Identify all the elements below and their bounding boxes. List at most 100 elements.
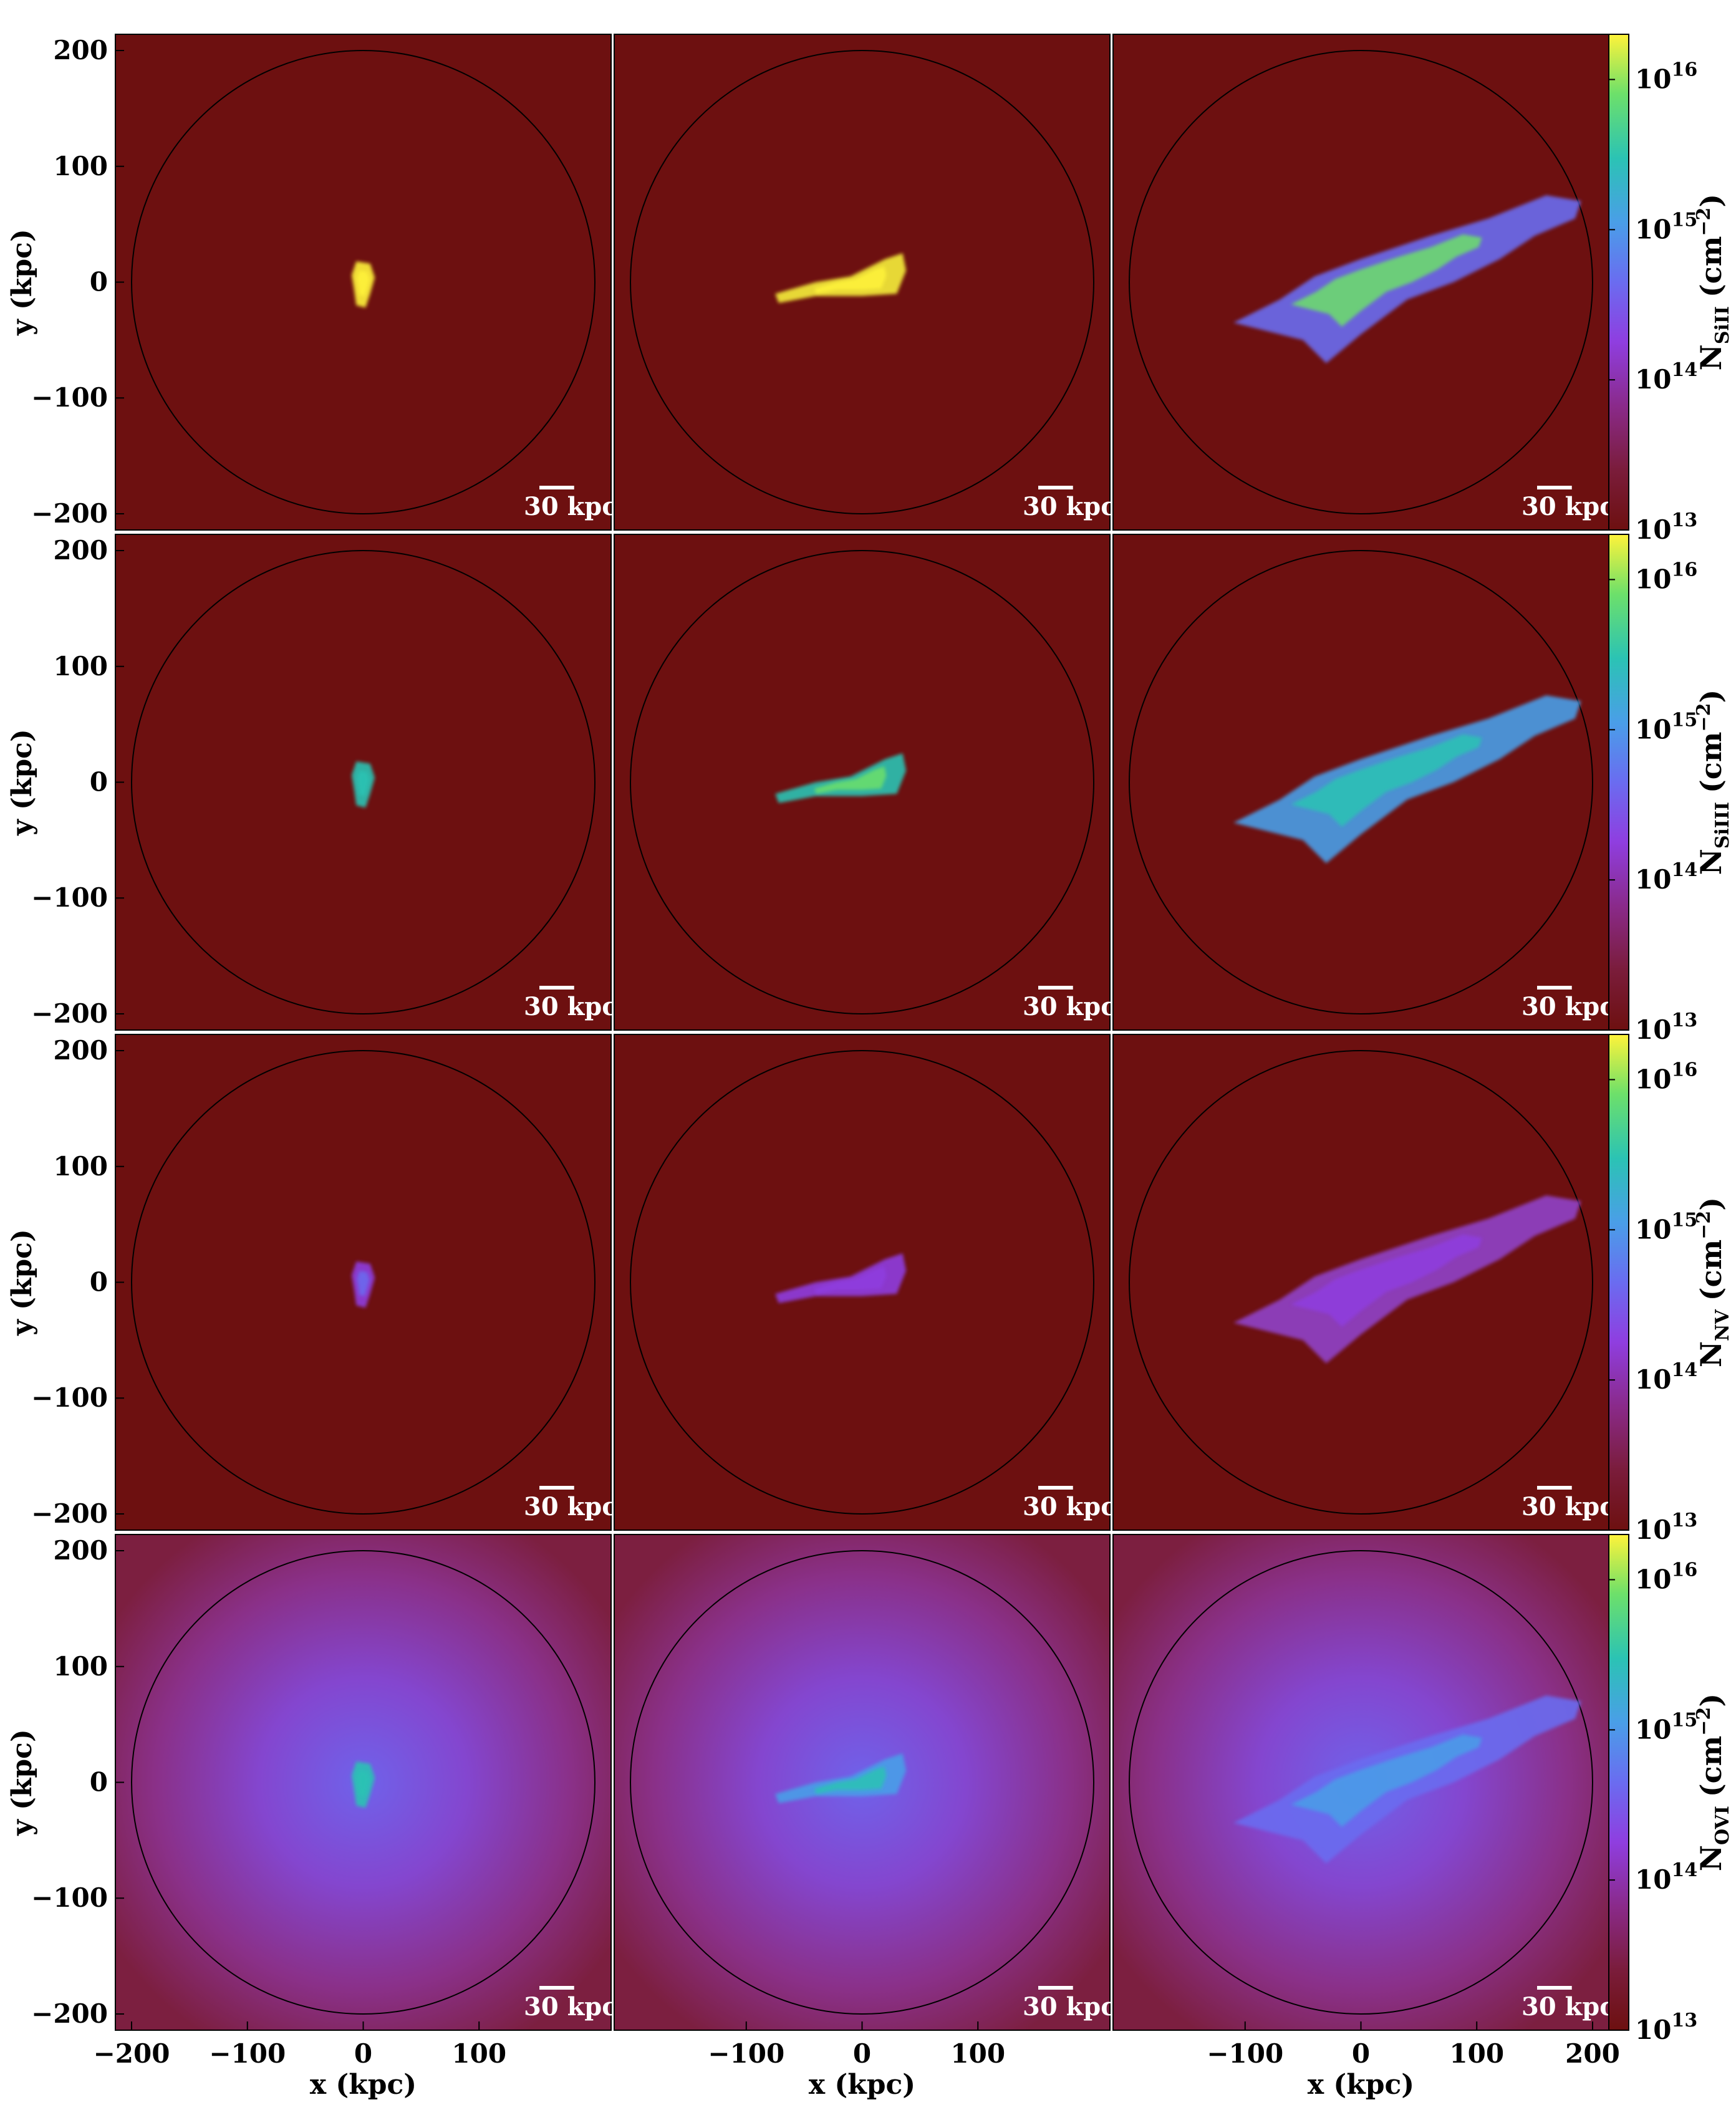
panel-nv-1: 30 kpc — [115, 1034, 617, 1531]
y-tick-label: 200 — [53, 1535, 108, 1566]
colorbar-label-symbol: N — [1694, 1845, 1728, 1871]
y-tick-label: −200 — [31, 498, 108, 529]
y-tick-label: 0 — [90, 767, 108, 797]
scale-bar-label: 30 kpc — [524, 1992, 617, 2021]
y-tick-label: −100 — [31, 1882, 108, 1913]
colorbar-tick-exponent: 14 — [1671, 1359, 1697, 1381]
panel-nv-2: 30 kpc — [614, 1034, 1116, 1531]
absorber-structure — [775, 753, 907, 803]
absorber-core — [1291, 1734, 1482, 1828]
colorbar-tick-exponent: 13 — [1671, 509, 1697, 531]
scale-bar-label: 30 kpc — [524, 1492, 617, 1521]
virial-radius-circle — [1129, 1050, 1593, 1515]
x-tick-label: −100 — [1207, 2038, 1283, 2069]
colorbar-tick-label: 1016 — [1635, 559, 1697, 594]
panel-frame — [614, 1034, 1111, 1531]
colorbar-tick-label: 1015 — [1635, 1709, 1697, 1745]
scale-bar-label: 30 kpc — [1521, 1992, 1615, 2021]
panel-frame — [614, 34, 1111, 531]
scale-bar-label: 30 kpc — [1521, 992, 1615, 1021]
colorbar-label-ion: SiII — [1712, 306, 1734, 344]
virial-radius-circle — [630, 1550, 1094, 2015]
colorbar-tick-label: 1016 — [1635, 59, 1697, 94]
colorbar-tick-exponent: 15 — [1671, 709, 1697, 731]
panel-nv-3: 30 kpc — [1112, 1034, 1615, 1531]
colorbar-label: NNV (cm−2) — [1693, 1197, 1734, 1367]
y-tick-label: 200 — [53, 535, 108, 566]
axes-labels: 200 100 0 −100 −200 y (kpc) 200 100 0 −100 −200 y (… — [6, 35, 1620, 2101]
colorbar-tick-exponent: 13 — [1671, 1510, 1697, 1531]
y-axis-label: y (kpc) — [6, 229, 38, 336]
y-tick-label: 100 — [53, 1151, 108, 1182]
y-tick-label: −200 — [31, 1498, 108, 1529]
panel-ovi-2: 30 kpc — [614, 1534, 1116, 2031]
colorbar-tick-exponent: 16 — [1671, 59, 1697, 80]
absorber-structure — [775, 1753, 907, 1803]
absorber-core — [357, 771, 370, 796]
y-tick-label: 200 — [53, 35, 108, 65]
scale-bar-label: 30 kpc — [524, 992, 617, 1021]
colorbar-gradient — [1608, 34, 1629, 531]
colorbar-label-unit-exp: −2 — [1693, 1211, 1715, 1240]
colorbar-tick-exponent: 15 — [1671, 209, 1697, 231]
x-axis-label: x (kpc) — [310, 2069, 417, 2101]
colorbar-label-unit-exp: −2 — [1693, 208, 1715, 236]
y-tick-label: 100 — [53, 1651, 108, 1682]
x-tick-label: 100 — [451, 2038, 506, 2069]
colorbar-label-symbol: N — [1694, 849, 1728, 875]
y-tick-label: 0 — [90, 1767, 108, 1798]
panel-grid: 30 kpc 30 kpc 30 kpc 30 kpc 30 kpc 30 kpc 30 k… — [115, 34, 1615, 2031]
x-axis-label: x (kpc) — [809, 2069, 915, 2101]
y-tick-label: −100 — [31, 1382, 108, 1413]
panel-siiii-1: 30 kpc — [115, 534, 617, 1031]
colorbar-label-unit-exp: −2 — [1693, 703, 1715, 732]
scale-bar-label: 30 kpc — [1521, 1492, 1615, 1521]
y-tick-label: −100 — [31, 882, 108, 913]
colorbar-tick-label: 1014 — [1635, 1359, 1697, 1395]
colorbar-tick-label: 1016 — [1635, 1059, 1697, 1094]
colorbar-tick-label: 1015 — [1635, 709, 1697, 744]
colorbar-tick-exponent: 14 — [1671, 859, 1697, 881]
absorber-core — [814, 1766, 887, 1794]
y-tick-label: 100 — [53, 651, 108, 682]
absorber-core — [1291, 1234, 1482, 1327]
colorbar-siii: 1016 1015 1014 1013 NSiII (cm−2) — [1608, 34, 1734, 545]
colorbar-label-unit-close: ) — [1694, 194, 1728, 208]
scale-bar-label: 30 kpc — [1023, 992, 1116, 1021]
colorbar-nv: 1016 1015 1014 1013 NNV (cm−2) — [1608, 1034, 1734, 1545]
colorbar-tick-label: 1013 — [1635, 1009, 1697, 1045]
virial-radius-circle — [1129, 550, 1593, 1014]
y-tick-label: 0 — [90, 1267, 108, 1298]
absorber-core — [814, 266, 887, 294]
x-tick-label: 200 — [1565, 2038, 1620, 2069]
colorbar-label-ion: NV — [1712, 1309, 1734, 1341]
colorbar-tick-exponent: 13 — [1671, 1009, 1697, 1031]
y-tick-label: 200 — [53, 1035, 108, 1066]
colorbar-label: NSiIII (cm−2) — [1693, 690, 1734, 875]
colorbars: 1016101510141013NSiII(cm−2)1016101510141… — [1608, 34, 1734, 2045]
colorbar-tick-label: 1013 — [1635, 2010, 1697, 2045]
virial-radius-circle — [630, 550, 1094, 1014]
x-tick-label: 0 — [853, 2038, 871, 2069]
absorber-core — [357, 1271, 370, 1296]
scale-bar-label: 30 kpc — [1521, 492, 1615, 521]
colorbar-label: NSiII (cm−2) — [1693, 194, 1734, 370]
panel-frame — [614, 534, 1111, 1031]
absorber-core — [814, 1266, 887, 1294]
absorber-core — [357, 271, 370, 296]
colorbar-gradient — [1608, 1034, 1629, 1531]
scale-bar-label: 30 kpc — [1023, 1492, 1116, 1521]
panel-siii-1: 30 kpc — [115, 34, 617, 531]
panel-siiii-2: 30 kpc — [614, 534, 1116, 1031]
colorbar-label-ion: OVI — [1712, 1806, 1734, 1845]
y-tick-label: −100 — [31, 382, 108, 413]
colorbar-tick-exponent: 16 — [1671, 559, 1697, 580]
panel-siii-2: 30 kpc — [614, 34, 1116, 531]
colorbar-label-unit-close: ) — [1694, 1197, 1728, 1211]
x-tick-label: 100 — [1449, 2038, 1504, 2069]
absorber-core — [1291, 734, 1482, 827]
x-axis-label: x (kpc) — [1308, 2069, 1414, 2101]
colorbar-label-symbol: N — [1694, 344, 1728, 370]
colorbar-tick-label: 1014 — [1635, 359, 1697, 395]
